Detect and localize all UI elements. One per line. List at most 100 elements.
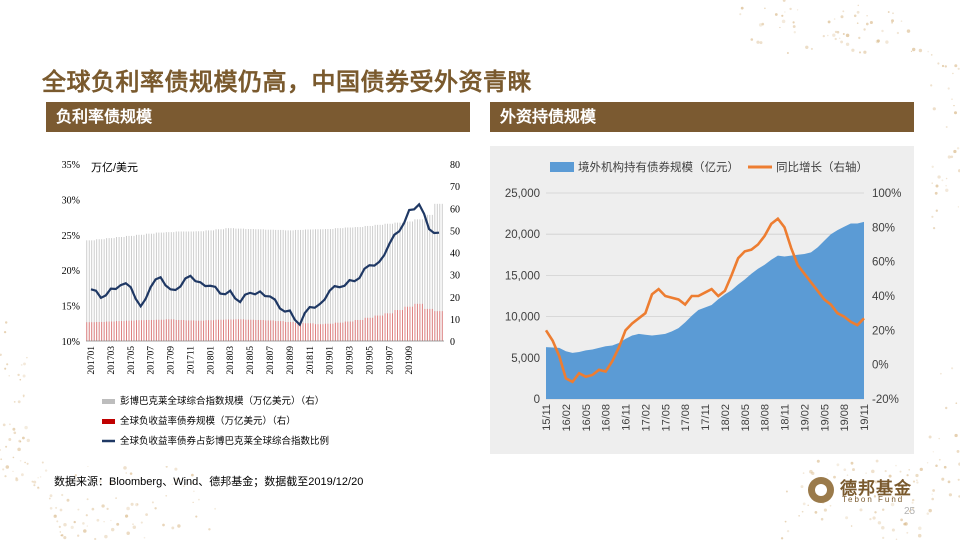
bar-index-size [155, 232, 157, 341]
bar-negative-yield-size [103, 321, 105, 341]
legend-label-negative-size: 全球负收益率债券规模（万亿美元）（右） [120, 415, 296, 427]
x-tick-label: 201809 [286, 346, 296, 375]
bar-index-size [317, 229, 319, 341]
bar-negative-yield-size [148, 319, 150, 341]
bar-index-size [426, 214, 428, 341]
bar-negative-yield-size [334, 322, 336, 341]
bar-index-size [319, 229, 321, 341]
bar-index-size [349, 227, 351, 341]
bar-index-size [354, 227, 356, 341]
bar-index-size [175, 231, 177, 341]
bar-negative-yield-size [101, 321, 103, 341]
bar-negative-yield-size [108, 321, 110, 341]
bar-negative-yield-size [359, 319, 361, 341]
bar-negative-yield-size [327, 323, 329, 341]
logo-mark-icon [808, 477, 834, 503]
bar-index-size [220, 229, 222, 341]
bar-index-size [235, 228, 237, 341]
bar-negative-yield-size [369, 317, 371, 341]
bar-index-size [434, 203, 436, 341]
x-tick-label: 17/02 [640, 404, 652, 432]
bar-index-size [377, 224, 379, 341]
bar-index-size [397, 222, 398, 341]
bar-negative-yield-size [277, 321, 279, 341]
bar-negative-yield-size [439, 311, 441, 341]
bar-index-size [411, 221, 413, 341]
x-tick-label: 201705 [127, 346, 137, 375]
x-tick-label: 18/05 [740, 404, 752, 432]
bar-index-size [88, 240, 90, 341]
bar-index-size [126, 235, 127, 341]
bar-negative-yield-size [88, 322, 90, 341]
bar-negative-yield-size [195, 320, 197, 341]
bar-negative-yield-size [377, 315, 379, 341]
legend: 境外机构持有债券规模（亿元） 同比增长（右轴） [550, 160, 868, 174]
bar-negative-yield-size [302, 322, 304, 341]
bar-negative-yield-size [190, 320, 192, 341]
bar-index-size [315, 229, 316, 341]
bar-index-size [145, 233, 147, 341]
bar-negative-yield-size [267, 320, 269, 341]
bar-index-size [297, 229, 299, 341]
bar-negative-yield-size [185, 320, 187, 341]
x-tick-label: 201701 [87, 346, 97, 375]
x-tick-label: 201709 [167, 346, 177, 375]
bar-index-size [334, 228, 336, 341]
bar-negative-yield-size [200, 320, 202, 341]
y-right-tick-label: 80 [450, 160, 460, 171]
bar-negative-yield-size [434, 311, 436, 341]
bar-negative-yield-size [329, 323, 331, 341]
bar-index-size [329, 229, 331, 341]
bar-negative-yield-size [404, 306, 406, 341]
bar-negative-yield-size [305, 323, 306, 341]
x-tick-label: 18/11 [780, 404, 792, 431]
x-tick-label: 16/11 [621, 404, 633, 431]
bar-negative-yield-size [317, 324, 319, 341]
bar-negative-yield-size [409, 306, 411, 341]
bar-negative-yield-size [133, 320, 135, 341]
foreign-holdings-chart: 0 5,000 10,000 15,000 20,000 25,000 -20% 0% 20%… [490, 146, 914, 454]
bar-index-size [275, 229, 277, 341]
bar-index-size [148, 233, 150, 341]
bar-negative-yield-size [426, 308, 428, 341]
bar-negative-yield-size [265, 320, 267, 341]
bar-negative-yield-size [235, 319, 237, 341]
bar-index-size [439, 203, 441, 341]
bar-negative-yield-size [262, 319, 264, 341]
bar-index-size [252, 229, 254, 341]
y-left-tick-label: 25% [62, 231, 80, 242]
unit-label: 万亿/美元 [91, 161, 138, 174]
bar-index-size [280, 229, 282, 341]
x-axis-ticks: 201701 201703 201705 201707 201709 201711 2018… [87, 346, 415, 375]
bar-index-size [292, 230, 294, 342]
y-left-tick-label: 10,000 [505, 312, 540, 324]
bar-index-size [324, 229, 326, 341]
bar-index-size [394, 222, 396, 341]
bar-index-size [123, 237, 125, 341]
bar-index-size [369, 225, 371, 341]
bar-negative-yield-size [126, 320, 127, 341]
bar-index-size [285, 230, 287, 342]
bar-negative-yield-size [140, 320, 142, 341]
bar-index-size [312, 229, 314, 341]
bar-negative-yield-size [228, 319, 229, 341]
y-left-tick-label: 15,000 [505, 270, 540, 282]
y-right-tick-label: 60 [450, 204, 460, 215]
bar-negative-yield-size [232, 319, 234, 341]
y-left-tick-label: 15% [62, 302, 80, 313]
x-tick-label: 201907 [385, 346, 395, 375]
bar-index-size [429, 214, 431, 341]
bar-negative-yield-size [198, 320, 200, 341]
x-tick-label: 19/08 [839, 404, 851, 432]
bar-index-size [337, 228, 339, 341]
x-tick-label: 18/02 [720, 404, 732, 432]
bar-negative-yield-size [441, 311, 443, 341]
x-tick-label: 16/02 [561, 404, 573, 432]
bar-negative-yield-size [347, 321, 349, 341]
bar-negative-yield-size [106, 321, 108, 341]
bar-negative-yield-size [252, 319, 254, 341]
x-tick-label: 201805 [246, 346, 256, 375]
bar-index-size [240, 228, 242, 341]
bar-negative-yield-size [205, 320, 207, 341]
bar-negative-yield-size [188, 320, 190, 341]
